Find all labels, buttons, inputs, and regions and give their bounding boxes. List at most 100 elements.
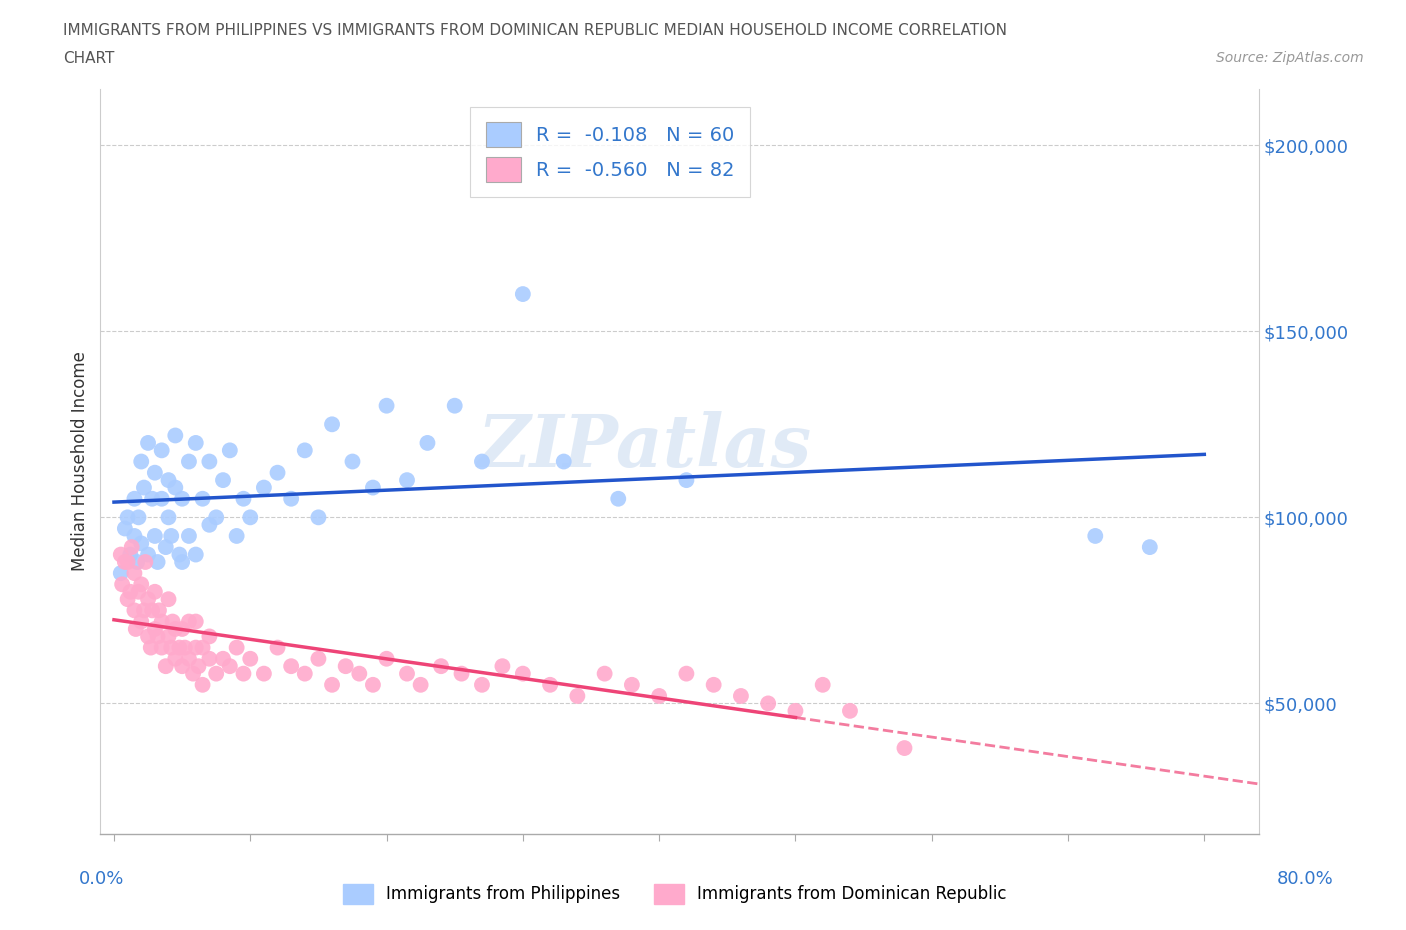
Point	[198, 454, 221, 469]
Point	[177, 651, 200, 666]
Point	[342, 454, 364, 469]
Point	[471, 677, 494, 692]
Point	[375, 651, 398, 666]
Point	[129, 536, 152, 551]
Point	[177, 454, 200, 469]
Point	[117, 554, 139, 569]
Point	[187, 658, 209, 673]
Y-axis label: Median Household Income: Median Household Income	[72, 352, 89, 571]
Point	[120, 584, 142, 599]
Point	[146, 554, 169, 569]
Point	[136, 629, 159, 644]
Point	[893, 740, 915, 755]
Point	[177, 614, 200, 629]
Point	[730, 688, 752, 703]
Legend: R =  -0.108   N = 60, R =  -0.560   N = 82: R = -0.108 N = 60, R = -0.560 N = 82	[470, 107, 751, 197]
Point	[335, 658, 357, 673]
Point	[129, 614, 152, 629]
Point	[121, 539, 143, 554]
Point	[409, 677, 432, 692]
Point	[172, 491, 194, 506]
Point	[129, 454, 152, 469]
Point	[132, 603, 155, 618]
Point	[114, 521, 136, 536]
Text: 80.0%: 80.0%	[1277, 870, 1333, 888]
Point	[225, 640, 247, 655]
Point	[143, 465, 166, 480]
Point	[349, 666, 371, 681]
Point	[128, 584, 150, 599]
Text: IMMIGRANTS FROM PHILIPPINES VS IMMIGRANTS FROM DOMINICAN REPUBLIC MEDIAN HOUSEHO: IMMIGRANTS FROM PHILIPPINES VS IMMIGRANT…	[63, 23, 1007, 38]
Point	[443, 398, 465, 413]
Point	[110, 547, 132, 562]
Point	[593, 666, 616, 681]
Point	[117, 591, 139, 606]
Point	[150, 491, 173, 506]
Text: 0.0%: 0.0%	[79, 870, 124, 888]
Point	[129, 577, 152, 591]
Point	[307, 651, 329, 666]
Point	[125, 621, 148, 636]
Point	[146, 629, 169, 644]
Point	[124, 491, 146, 506]
Point	[191, 640, 214, 655]
Point	[165, 621, 187, 636]
Point	[361, 677, 384, 692]
Point	[165, 428, 187, 443]
Point	[294, 443, 316, 458]
Point	[225, 528, 247, 543]
Point	[395, 472, 418, 487]
Point	[150, 614, 173, 629]
Point	[648, 688, 671, 703]
Point	[124, 603, 146, 618]
Point	[160, 640, 183, 655]
Point	[132, 480, 155, 495]
Point	[1084, 528, 1107, 543]
Point	[120, 547, 142, 562]
Point	[321, 417, 343, 432]
Point	[675, 666, 697, 681]
Point	[124, 528, 146, 543]
Point	[191, 677, 214, 692]
Point	[785, 703, 807, 718]
Point	[160, 528, 183, 543]
Point	[239, 510, 262, 525]
Point	[172, 658, 194, 673]
Point	[173, 640, 195, 655]
Point	[136, 591, 159, 606]
Point	[212, 472, 235, 487]
Point	[703, 677, 725, 692]
Point	[450, 666, 472, 681]
Point	[198, 651, 221, 666]
Point	[150, 640, 173, 655]
Point	[395, 666, 418, 681]
Point	[191, 491, 214, 506]
Point	[321, 677, 343, 692]
Point	[172, 621, 194, 636]
Text: ZIPatlas: ZIPatlas	[478, 411, 811, 482]
Point	[471, 454, 494, 469]
Point	[162, 614, 184, 629]
Point	[512, 666, 534, 681]
Point	[184, 435, 207, 450]
Point	[294, 666, 316, 681]
Point	[110, 565, 132, 580]
Point	[307, 510, 329, 525]
Point	[361, 480, 384, 495]
Point	[177, 528, 200, 543]
Point	[811, 677, 834, 692]
Point	[157, 472, 180, 487]
Point	[157, 591, 180, 606]
Point	[181, 666, 204, 681]
Point	[839, 703, 862, 718]
Point	[266, 465, 288, 480]
Point	[491, 658, 513, 673]
Point	[198, 629, 221, 644]
Point	[124, 565, 146, 580]
Point	[169, 640, 191, 655]
Point	[143, 528, 166, 543]
Point	[148, 603, 170, 618]
Point	[416, 435, 439, 450]
Point	[114, 554, 136, 569]
Legend: Immigrants from Philippines, Immigrants from Dominican Republic: Immigrants from Philippines, Immigrants …	[336, 877, 1014, 910]
